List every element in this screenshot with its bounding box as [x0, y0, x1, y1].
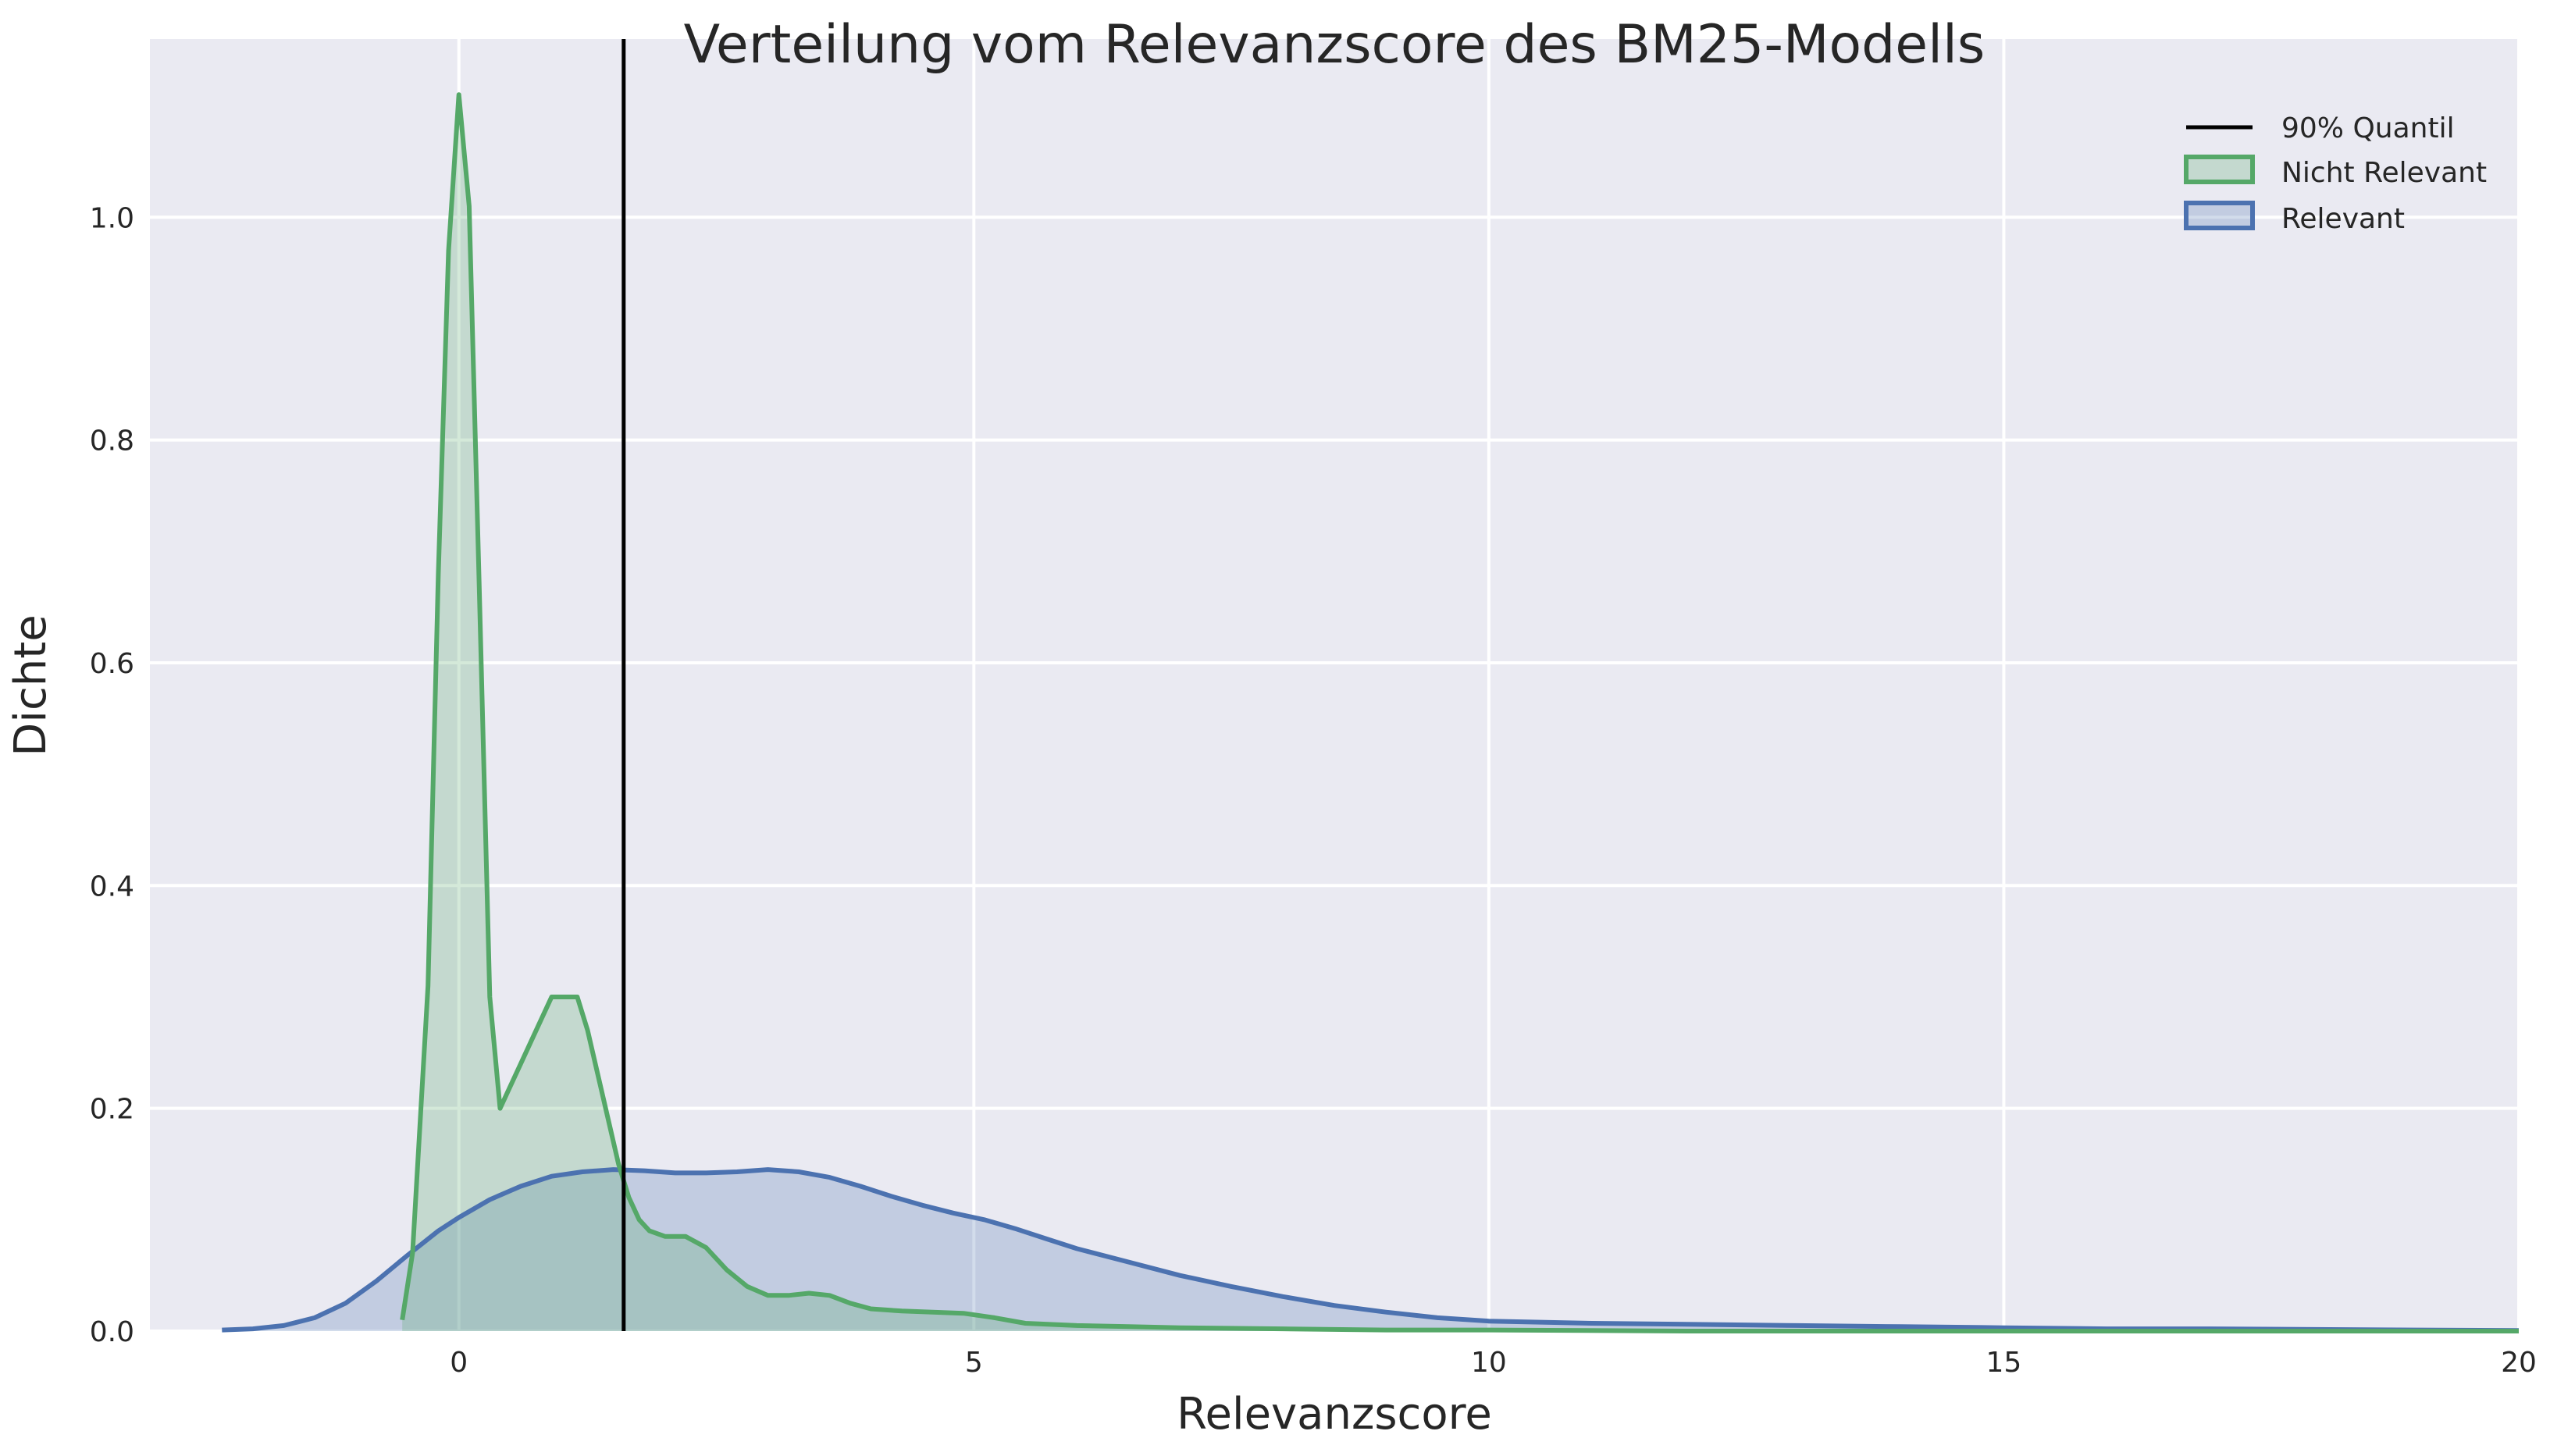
x-tick-label: 15: [1986, 1347, 2022, 1379]
legend-quantile-label: 90% Quantil: [2281, 112, 2455, 144]
y-tick-label: 1.0: [90, 202, 134, 234]
x-tick-label: 0: [450, 1347, 468, 1379]
x-axis-label: Relevanzscore: [1177, 1389, 1492, 1440]
relevant-area: [222, 1169, 2519, 1331]
y-tick-label: 0.6: [90, 648, 134, 680]
y-tick-label: 0.2: [90, 1094, 134, 1126]
legend-nicht-relevant-label: Nicht Relevant: [2281, 157, 2487, 189]
y-tick-label: 0.8: [90, 425, 134, 457]
x-tick-label: 5: [965, 1347, 983, 1379]
legend: 90% Quantil Nicht Relevant Relevant: [2184, 112, 2487, 235]
ticks: 0 5 10 15 20 0.0 0.2 0.4 0.6 0.8 1.0: [90, 202, 2537, 1379]
y-axis-label: Dichte: [5, 614, 56, 756]
plot-background: [150, 39, 2519, 1331]
y-tick-label: 0.0: [90, 1316, 134, 1348]
nicht-relevant-area: [402, 94, 2520, 1331]
x-tick-label: 10: [1471, 1347, 1507, 1379]
chart-title: Verteilung vom Relevanzscore des BM25-Mo…: [684, 14, 1986, 76]
series-areas: [222, 94, 2520, 1331]
legend-nicht-relevant-swatch: [2184, 155, 2255, 184]
grid: [150, 39, 2520, 1333]
nicht-relevant-line: [400, 92, 2519, 1333]
series-lines: [222, 92, 2520, 1333]
legend-relevant-swatch: [2184, 201, 2255, 230]
relevant-line: [222, 1167, 2520, 1333]
legend-relevant-label: Relevant: [2281, 203, 2405, 235]
y-tick-label: 0.4: [90, 870, 134, 902]
x-tick-label: 20: [2501, 1347, 2537, 1379]
